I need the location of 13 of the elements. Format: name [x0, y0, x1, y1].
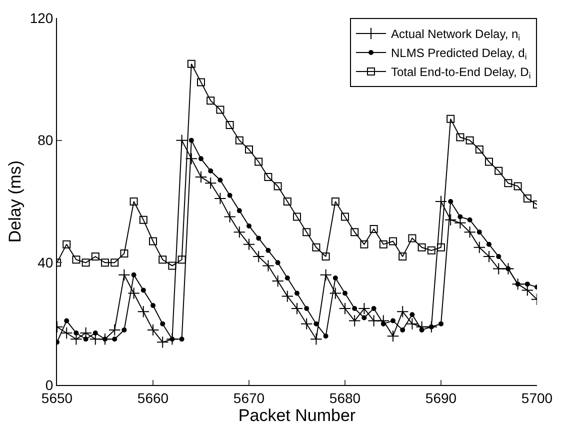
- legend-label: Actual Network Delay, n$_{i}$: [391, 27, 520, 43]
- y-axis-title: Delay (ms): [5, 160, 24, 243]
- x-tick-label: 5660: [137, 390, 169, 406]
- x-tick-label: 5670: [233, 390, 265, 406]
- y-tick-label: 40: [38, 254, 54, 271]
- x-tick-label: 5680: [329, 390, 361, 406]
- y-tick-label: 80: [38, 132, 54, 148]
- x-tick-label: 5690: [425, 390, 457, 406]
- x-axis-title: Packet Number: [238, 406, 356, 425]
- legend-label: NLMS Predicted Delay, d$_{i}$: [391, 46, 527, 62]
- x-tick-label: 5700: [521, 390, 553, 406]
- y-tick-label: 120: [30, 10, 54, 26]
- legend-label: Total End-to-End Delay, D$_{i}$: [391, 65, 531, 81]
